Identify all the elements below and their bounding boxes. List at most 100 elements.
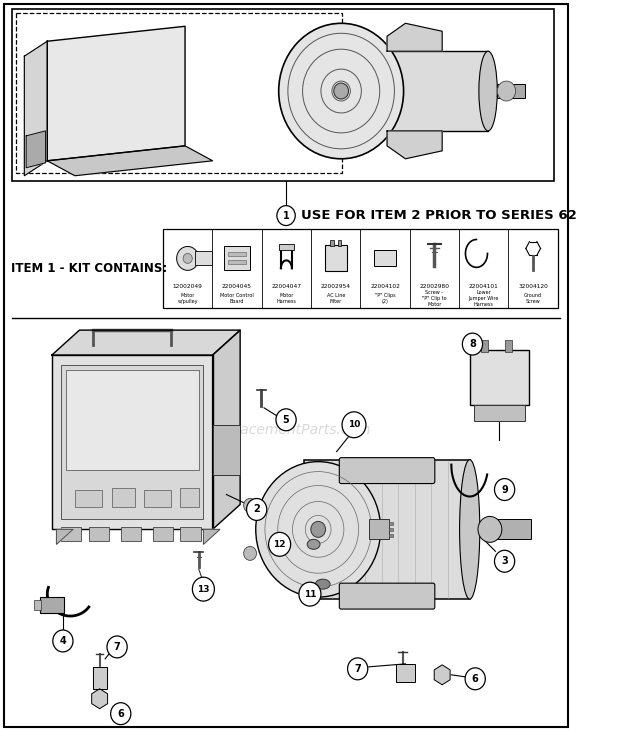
Polygon shape: [387, 131, 442, 159]
Text: 7: 7: [354, 664, 361, 674]
Circle shape: [268, 532, 291, 556]
Circle shape: [53, 630, 73, 652]
Bar: [337, 240, 341, 246]
Bar: [213, 425, 240, 474]
Circle shape: [334, 83, 348, 99]
Text: 12002049: 12002049: [173, 284, 203, 289]
FancyBboxPatch shape: [339, 583, 435, 609]
Bar: [470, 350, 529, 405]
Text: 7: 7: [113, 642, 120, 652]
FancyBboxPatch shape: [339, 458, 435, 483]
Bar: [61, 365, 203, 520]
Text: eReplacementParts.com: eReplacementParts.com: [202, 423, 371, 436]
Circle shape: [277, 205, 295, 226]
Text: 11: 11: [304, 590, 316, 599]
Text: 4: 4: [60, 636, 66, 646]
Polygon shape: [56, 529, 73, 545]
Ellipse shape: [307, 539, 320, 549]
Bar: [16, 13, 342, 173]
Bar: [304, 460, 470, 599]
Bar: [180, 527, 201, 542]
Bar: [180, 488, 199, 507]
Circle shape: [183, 254, 192, 263]
Circle shape: [244, 499, 257, 512]
Bar: [153, 527, 173, 542]
Circle shape: [192, 577, 215, 601]
Polygon shape: [213, 330, 240, 529]
Bar: [89, 527, 109, 542]
Polygon shape: [47, 26, 185, 161]
Bar: [369, 51, 488, 131]
Bar: [12, 10, 554, 181]
Bar: [279, 244, 294, 251]
Text: ITEM 1 - KIT CONTAINS:: ITEM 1 - KIT CONTAINS:: [11, 262, 167, 275]
Circle shape: [497, 81, 516, 101]
Text: 2: 2: [254, 504, 260, 515]
Ellipse shape: [316, 579, 330, 589]
Circle shape: [177, 246, 198, 270]
Circle shape: [299, 582, 321, 606]
Bar: [480, 340, 488, 352]
Text: 22002980: 22002980: [420, 284, 449, 289]
Bar: [389, 528, 394, 531]
Bar: [33, 600, 41, 610]
Circle shape: [110, 702, 131, 724]
Polygon shape: [203, 529, 220, 545]
Circle shape: [244, 546, 257, 561]
Text: 3: 3: [501, 556, 508, 567]
Text: 12: 12: [273, 539, 286, 549]
Polygon shape: [26, 131, 45, 167]
Text: 9: 9: [501, 485, 508, 495]
Bar: [374, 251, 396, 266]
Bar: [490, 520, 531, 539]
Circle shape: [342, 412, 366, 438]
Text: Motor Control
Board: Motor Control Board: [220, 293, 254, 303]
Bar: [66, 370, 199, 469]
Bar: [389, 534, 394, 537]
Text: 5: 5: [283, 414, 290, 425]
Circle shape: [276, 409, 296, 431]
Polygon shape: [93, 667, 107, 689]
Bar: [396, 664, 415, 682]
Circle shape: [279, 23, 404, 159]
Bar: [195, 251, 211, 265]
Polygon shape: [52, 330, 240, 355]
Circle shape: [348, 658, 368, 680]
Bar: [474, 405, 525, 421]
Bar: [163, 229, 558, 308]
Text: Screw -
"P" Clip to
Motor: Screw - "P" Clip to Motor: [422, 290, 447, 306]
Circle shape: [255, 462, 381, 597]
Bar: [389, 522, 394, 525]
Ellipse shape: [479, 51, 497, 131]
Bar: [497, 84, 525, 98]
Bar: [325, 246, 347, 271]
Polygon shape: [47, 146, 213, 175]
Text: 32004120: 32004120: [518, 284, 548, 289]
Bar: [75, 490, 102, 507]
Bar: [505, 340, 512, 352]
Text: USE FOR ITEM 2 PRIOR TO SERIES 62: USE FOR ITEM 2 PRIOR TO SERIES 62: [301, 209, 577, 222]
Circle shape: [495, 550, 515, 572]
Text: AC Line
Filter: AC Line Filter: [327, 293, 345, 303]
Text: "P" Clips
(2): "P" Clips (2): [375, 293, 396, 303]
Circle shape: [311, 521, 326, 537]
Polygon shape: [24, 41, 47, 175]
Bar: [330, 240, 334, 246]
Text: 22004102: 22004102: [370, 284, 400, 289]
Bar: [228, 260, 246, 265]
Bar: [369, 520, 389, 539]
Text: 22004047: 22004047: [272, 284, 301, 289]
Ellipse shape: [459, 460, 480, 599]
Bar: [121, 527, 141, 542]
Circle shape: [107, 636, 127, 658]
Text: 22004101: 22004101: [469, 284, 498, 289]
Text: Lower
Jumper Wire
Harness: Lower Jumper Wire Harness: [469, 290, 499, 306]
Text: 10: 10: [348, 420, 360, 429]
Bar: [61, 527, 81, 542]
Circle shape: [247, 499, 267, 520]
Text: Motor
w/pulley: Motor w/pulley: [177, 293, 198, 303]
Circle shape: [463, 333, 482, 355]
Circle shape: [495, 479, 515, 501]
Text: 6: 6: [472, 674, 479, 683]
Text: 8: 8: [469, 339, 476, 349]
